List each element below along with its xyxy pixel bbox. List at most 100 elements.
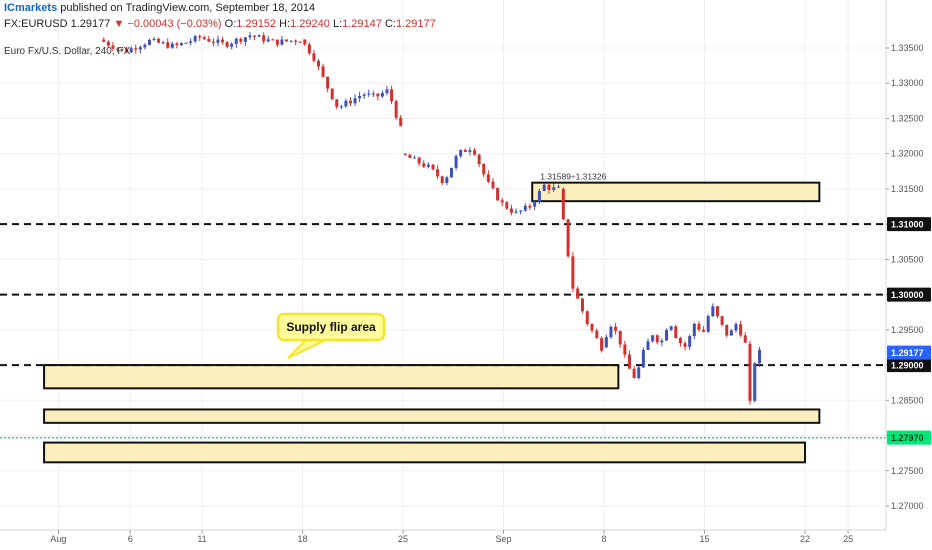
price-tick-label: 1.30500 (891, 254, 924, 264)
candle-body (590, 324, 594, 331)
candle-body (330, 88, 334, 100)
annotations: Supply flip area (276, 312, 386, 359)
candle-body (637, 367, 641, 379)
candle-body (734, 324, 738, 331)
level-price-tag (887, 217, 931, 232)
time-tick-label: Aug (50, 534, 66, 544)
price-tick-label: 1.28500 (891, 395, 924, 405)
price-tick-label: 1.32000 (891, 149, 924, 159)
quote-line: FX:EURUSD 1.29177 ▼ −0.00043 (−0.03%) O:… (4, 18, 436, 30)
supply-demand-zone (43, 441, 807, 464)
candle-body (477, 154, 481, 164)
candle-body (651, 335, 655, 342)
candle-body (739, 324, 743, 336)
candle-body (147, 39, 151, 45)
candle-body (678, 338, 682, 344)
candle-body (371, 93, 375, 95)
time-axis[interactable]: Aug 6 11 18 25 Sep 8 15 22 25 (0, 529, 886, 544)
price-tick-label: 1.31500 (891, 184, 924, 194)
candle-body (440, 176, 444, 183)
candle-body (600, 338, 604, 351)
symbol[interactable]: FX:EURUSD (4, 18, 68, 30)
supply-demand-zone (43, 364, 620, 390)
candle-body (198, 36, 202, 38)
candle-body (285, 39, 289, 42)
price-tick-label: 1.32500 (891, 113, 924, 123)
candle-body (454, 156, 458, 168)
time-tick-label: 11 (197, 534, 206, 544)
candle-body (189, 41, 193, 43)
price-tick-label: 1.29500 (891, 325, 924, 335)
candle-body (519, 210, 523, 212)
down-arrow-icon: ▼ (113, 18, 125, 30)
candle-body (362, 94, 366, 96)
candle-body (566, 219, 570, 257)
candle-body (576, 288, 580, 299)
candle-body (715, 306, 719, 317)
candle-body (595, 330, 599, 339)
candle-body (399, 117, 403, 126)
candle-body (505, 202, 509, 209)
candle-body (358, 95, 362, 99)
zones: 1.31589÷1.31326 (43, 172, 821, 464)
candle-body (367, 93, 371, 95)
candle-body (385, 89, 389, 94)
candle-body (697, 323, 701, 330)
candle-body (473, 150, 477, 155)
candle-body (604, 337, 608, 348)
supply-demand-zone (531, 181, 821, 203)
candle-body (500, 200, 504, 203)
candle-body (413, 157, 417, 159)
last-price-tag-label: 1.29177 (891, 348, 924, 358)
candle-body (720, 316, 724, 325)
candle-body (106, 41, 110, 46)
candle-body (243, 37, 247, 42)
candle-body (449, 167, 453, 178)
candle-body (665, 329, 669, 341)
time-tick-label: 22 (800, 534, 810, 544)
candle-body (528, 205, 532, 208)
candle-body (166, 42, 170, 48)
candle-body (394, 101, 398, 118)
candle-body (280, 39, 284, 45)
candle-body (115, 48, 119, 50)
candle-body (674, 326, 678, 339)
time-tick-label: 8 (601, 534, 606, 544)
price-tick-label: 1.33500 (891, 43, 924, 53)
candle-body (702, 329, 706, 332)
candle-body (533, 201, 537, 207)
candle-body (348, 100, 352, 104)
candle-body (253, 35, 257, 37)
candle-body (537, 190, 541, 202)
candle-body (660, 340, 664, 343)
candle-body (408, 154, 412, 159)
instrument-title: Euro Fx/U.S. Dollar, 240, FX (4, 46, 131, 57)
candle-body (688, 336, 692, 347)
candle-body (239, 38, 243, 42)
candle-body (120, 48, 124, 50)
candle-body (143, 44, 147, 48)
candle-body (184, 42, 188, 44)
candle-body (289, 40, 293, 42)
candle-body (339, 106, 343, 108)
candle-body (547, 184, 551, 191)
candle-body (403, 153, 407, 155)
candle-body (683, 343, 687, 347)
horizontal-lines (0, 223, 886, 439)
candle-body (248, 35, 252, 38)
publisher-link[interactable]: ICmarkets (4, 2, 58, 14)
candle-body (225, 42, 229, 47)
candle-body (422, 163, 426, 167)
candle-body (326, 76, 330, 89)
candle-body (175, 43, 179, 46)
price-axis-bg (886, 0, 932, 550)
last-price: 1.29177 (70, 18, 111, 30)
published-text: published on TradingView.com, September … (57, 2, 316, 14)
high-label: H: (279, 18, 291, 30)
low-label: L: (332, 18, 343, 30)
price-tick-label: 1.27500 (891, 466, 924, 476)
candle-body (748, 343, 752, 401)
candle-body (753, 363, 757, 401)
price-axis[interactable]: 1.33500 1.33000 1.32500 1.32000 1.31500 1.310… (885, 0, 932, 550)
